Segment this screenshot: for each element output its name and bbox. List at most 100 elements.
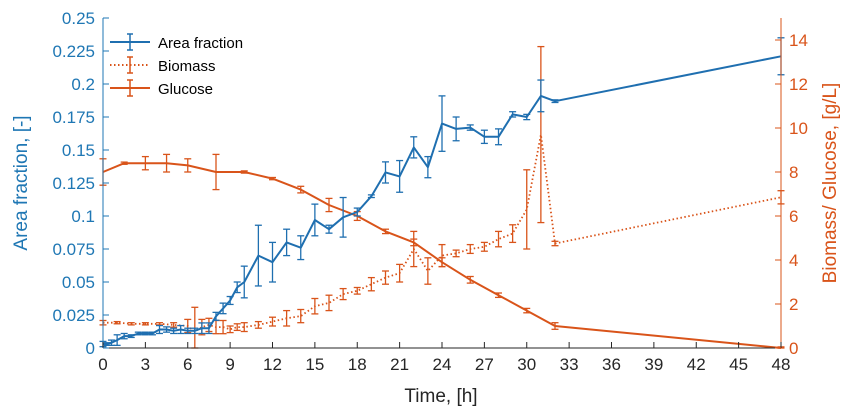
error-bar [240,322,248,333]
error-bar [410,230,418,268]
x-tick-label: 39 [644,355,663,374]
legend-item-biomass: Biomass [110,56,216,75]
right-y-axis-title: Biomass/ Glucose, [g/L] [820,83,841,284]
error-bar [325,197,333,213]
error-bar [134,331,142,336]
error-bar [113,320,121,325]
legend: Area fraction Biomass Glucose [110,33,243,98]
error-bar [240,170,248,174]
error-bar [480,129,488,145]
error-bar [438,243,446,268]
error-bar [495,128,502,146]
series-line-biomass [103,133,782,333]
x-tick-label: 0 [98,355,107,374]
error-bar [120,161,128,165]
error-bar [226,295,234,306]
error-bar [410,136,418,159]
left-y-tick-label: 0.075 [52,240,95,259]
x-tick-label: 24 [433,355,452,374]
x-tick-label: 30 [517,355,536,374]
error-bar [438,95,446,152]
error-bar [184,158,192,173]
x-axis-title: Time, [h] [404,386,477,407]
left-y-tick-label: 0.125 [52,174,95,193]
error-bar [254,320,262,329]
error-bar [233,281,241,294]
right-y-tick-label: 0 [789,339,798,358]
error-bar [177,324,185,335]
legend-item-glucose: Glucose [110,79,213,98]
error-bar [311,203,319,237]
left-y-tick-label: 0.2 [71,75,95,94]
left-y-tick-label: 0 [86,339,95,358]
error-bar [226,325,234,334]
error-bar [191,327,199,335]
error-bar [205,322,213,335]
left-y-axis-title: Area fraction, [-] [11,115,32,250]
error-bar [367,194,375,199]
series-biomass [99,45,785,349]
right-y-tick-label: 4 [789,251,798,270]
x-tick-label: 36 [602,355,621,374]
error-bar [127,322,135,326]
right-y-tick-label: 10 [789,119,808,138]
error-bar [509,224,517,244]
right-y-tick-label: 14 [789,31,808,50]
x-tick-label: 27 [475,355,494,374]
error-bar [297,235,305,261]
x-tick-label: 9 [225,355,234,374]
error-bar [212,311,220,321]
error-bar [283,228,291,257]
right-y-axis-ticks: 0 2 4 6 8 10 12 14 [775,31,808,358]
x-tick-label: 6 [183,355,192,374]
x-tick-label: 18 [348,355,367,374]
error-bar [452,249,460,258]
error-bar [523,169,531,250]
error-bar [353,207,361,217]
error-bar [141,155,149,171]
error-bar [219,319,227,335]
series-layer [99,37,785,349]
error-bar [148,331,156,336]
x-tick-label: 48 [772,355,791,374]
error-bar [325,224,333,234]
error-bar [184,327,192,335]
error-bar [537,79,545,113]
error-bar [120,332,128,340]
error-bar [219,302,227,315]
error-bar [212,153,220,191]
error-bar [551,322,559,330]
error-bar [113,334,121,347]
error-bar [311,297,319,315]
error-bar [254,224,262,287]
error-bar [163,153,171,173]
left-y-tick-label: 0.15 [62,141,95,160]
left-y-tick-label: 0.025 [52,306,95,325]
error-bar [269,241,276,283]
error-bar [297,185,305,194]
left-y-axis-ticks: 0 0.025 0.05 0.075 0.1 0.125 0.15 0.175 0.2 0.225… [52,9,109,358]
error-bar [170,327,178,335]
error-bar [163,326,171,333]
error-bar [466,275,474,284]
error-bar [367,276,375,292]
x-tick-label: 12 [263,355,282,374]
error-bar [551,99,559,104]
error-bar [170,322,178,328]
right-y-tick-label: 8 [789,163,798,182]
error-bar [480,241,488,252]
x-tick-label: 42 [687,355,706,374]
error-bar [297,308,305,324]
right-y-tick-label: 2 [789,295,798,314]
error-bar [198,322,206,335]
error-bar [551,240,559,247]
error-bar [424,257,432,285]
left-y-tick-label: 0.175 [52,108,95,127]
error-bar [269,316,276,327]
error-bar [233,323,241,332]
error-bar [396,263,404,283]
error-bar [495,292,502,299]
x-tick-label: 33 [560,355,579,374]
left-y-tick-label: 0.25 [62,9,95,28]
legend-label-area-fraction: Area fraction [158,35,243,52]
